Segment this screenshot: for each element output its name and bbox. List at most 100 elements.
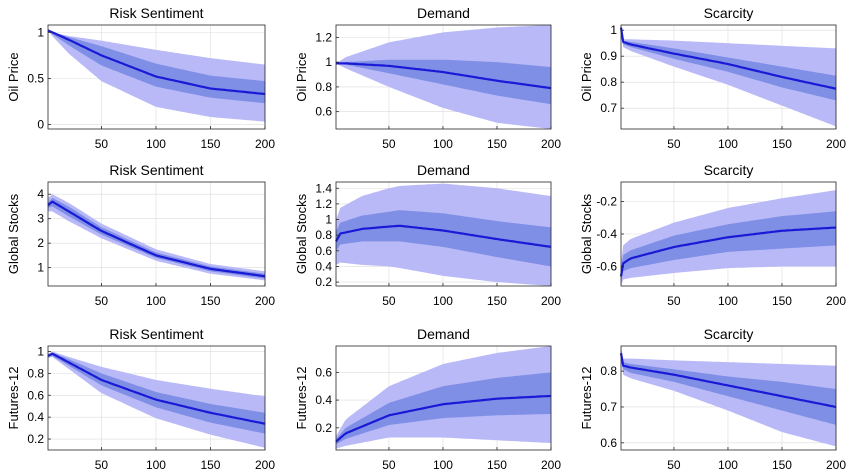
inner-credible-band [48,30,265,104]
inner-credible-band [336,210,551,267]
x-tick-label: 200 [826,458,846,472]
x-tick-label: 100 [433,458,453,472]
y-tick-label: 0.8 [315,80,332,94]
y-tick-label: 0.4 [315,393,332,407]
y-tick-label: 0.2 [315,275,332,289]
y-tick-label: -0.6 [596,260,617,274]
panel-title: Scarcity [704,326,754,342]
x-tick-label: 200 [541,294,561,308]
y-tick-label: 0.8 [315,228,332,242]
x-tick-label: 100 [718,458,738,472]
x-tick-label: 150 [487,458,507,472]
y-tick-label: -0.2 [596,195,617,209]
panel-4: 50 100 150 200 1 2 3 4 Risk Sentiment Global Stoc… [6,162,275,308]
x-tick-label: 200 [541,137,561,151]
x-tick-label: 50 [95,294,109,308]
median-response-line [47,200,266,278]
inner-credible-band [336,59,551,105]
y-tick-label: 0.6 [315,105,332,119]
panel-5: 50 100 150 200 0.2 0.40.6 0.81 1.2 1.4 Demand Glob… [294,162,561,308]
y-tick-label: 1 [37,25,44,39]
y-tick-label: 0 [37,117,44,131]
x-tick-label: 50 [382,458,396,472]
x-tick-label: 50 [382,294,396,308]
x-tick-label: 200 [541,458,561,472]
x-tick-label: 150 [772,294,792,308]
panel-7: 50 100 150 200 0.2 0.4 0.6 0.8 1 Risk Sentiment Fu… [6,326,275,472]
median-response-line [335,224,552,248]
axes-box [335,345,552,451]
x-tick-label: 100 [433,294,453,308]
median-response-line [336,62,552,90]
y-tick-label: 0.7 [600,400,617,414]
inner-credible-band [621,349,836,425]
y-tick-label: -0.4 [596,227,617,241]
y-tick-label: 0.6 [600,436,617,450]
y-tick-label: 1.4 [315,181,332,195]
panel-title: Scarcity [704,5,754,21]
axes-box [47,24,266,130]
y-axis-label: Futures-12 [294,367,309,430]
panel-title: Risk Sentiment [109,326,203,342]
y-tick-label: 0.4 [315,259,332,273]
y-tick-label: 2 [37,236,44,250]
x-tick-label: 200 [826,137,846,151]
y-tick-label: 1 [325,55,332,69]
y-axis-label: Futures-12 [579,367,594,430]
inner-credible-band [336,372,551,445]
y-tick-label: 0.4 [27,410,44,424]
y-tick-label: 0.6 [315,244,332,258]
x-tick-label: 50 [95,458,109,472]
panel-6: 50 100 150 200 -0.6 -0.4 -0.2 Scarcity Global St… [579,162,846,308]
axes-box [620,24,837,130]
x-tick-label: 50 [667,137,681,151]
x-tick-label: 150 [200,137,220,151]
y-tick-label: 0.8 [27,366,44,380]
median-response-line [619,226,837,277]
panel-title: Risk Sentiment [109,162,203,178]
inner-credible-band [621,211,836,283]
x-tick-label: 50 [382,137,396,151]
panel-1: 50 100 150 200 0 0.5 1 Risk Sentiment Oil Price [6,5,275,151]
x-tick-label: 200 [255,458,275,472]
panel-title: Demand [417,326,470,342]
y-axis-label: Global Stocks [6,193,21,274]
y-tick-label: 3 [37,212,44,226]
x-tick-label: 100 [433,137,453,151]
x-tick-label: 150 [772,137,792,151]
x-tick-label: 150 [772,458,792,472]
panel-title: Risk Sentiment [109,5,203,21]
x-tick-label: 100 [146,294,166,308]
y-tick-label: 0.8 [600,75,617,89]
y-tick-label: 1 [610,23,617,37]
y-axis-label: Global Stocks [294,193,309,274]
x-tick-label: 200 [255,137,275,151]
x-tick-label: 200 [255,294,275,308]
median-response-line [47,29,266,96]
y-tick-label: 1 [325,213,332,227]
x-tick-label: 50 [95,137,109,151]
panel-3: 50 100 150 200 0.7 0.8 0.9 1 Scarcity Oil Price [579,5,846,151]
y-tick-label: 1 [37,261,44,275]
axes-box [335,24,552,130]
x-tick-label: 100 [146,458,166,472]
panel-title: Scarcity [704,162,754,178]
y-axis-label: Oil Price [294,52,309,101]
x-tick-label: 150 [487,137,507,151]
y-tick-label: 0.8 [600,364,617,378]
axes-box [620,345,837,451]
y-tick-label: 1.2 [315,30,332,44]
panel-8: 50 100 150 200 0.2 0.4 0.6 Demand Futures-12 [294,326,561,472]
x-tick-label: 150 [200,458,220,472]
x-tick-label: 100 [146,137,166,151]
x-tick-label: 50 [667,294,681,308]
y-tick-label: 4 [37,187,44,201]
x-tick-label: 50 [667,458,681,472]
y-tick-label: 0.2 [315,421,332,435]
x-tick-label: 150 [200,294,220,308]
y-tick-label: 1.2 [315,197,332,211]
x-tick-label: 200 [826,294,846,308]
median-response-line [619,353,837,409]
y-axis-label: Oil Price [579,52,594,101]
